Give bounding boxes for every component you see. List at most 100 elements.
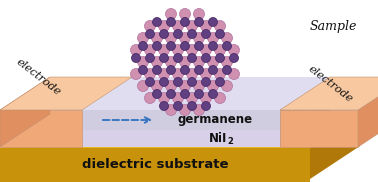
Circle shape (152, 41, 161, 50)
Circle shape (200, 45, 212, 56)
Circle shape (166, 9, 177, 19)
Polygon shape (310, 115, 360, 179)
Text: electrode: electrode (14, 57, 62, 97)
Circle shape (138, 41, 147, 50)
Circle shape (181, 90, 189, 98)
Circle shape (180, 56, 191, 68)
Circle shape (166, 104, 177, 116)
Circle shape (200, 21, 212, 31)
Circle shape (209, 66, 217, 74)
Circle shape (195, 17, 203, 27)
Text: dielectric substrate: dielectric substrate (82, 157, 228, 171)
Circle shape (172, 21, 183, 31)
Circle shape (214, 68, 226, 80)
Polygon shape (0, 115, 360, 148)
Circle shape (194, 33, 204, 43)
Circle shape (180, 80, 191, 92)
Text: electrode: electrode (306, 64, 354, 104)
Circle shape (223, 41, 231, 50)
Text: Sample: Sample (310, 20, 357, 33)
Circle shape (138, 80, 149, 92)
Circle shape (201, 78, 211, 86)
Circle shape (166, 80, 177, 92)
Circle shape (130, 68, 141, 80)
Circle shape (166, 66, 175, 74)
Circle shape (201, 54, 211, 62)
Circle shape (158, 21, 169, 31)
Circle shape (208, 33, 218, 43)
Circle shape (194, 56, 204, 68)
Circle shape (194, 104, 204, 116)
Circle shape (222, 80, 232, 92)
Circle shape (166, 56, 177, 68)
Circle shape (186, 45, 197, 56)
Polygon shape (0, 77, 50, 147)
Circle shape (160, 29, 169, 39)
Circle shape (152, 66, 161, 74)
Circle shape (144, 45, 155, 56)
Circle shape (214, 45, 226, 56)
Circle shape (152, 17, 161, 27)
Text: 2: 2 (227, 137, 233, 147)
Circle shape (166, 90, 175, 98)
Polygon shape (82, 110, 280, 130)
Circle shape (215, 29, 225, 39)
Circle shape (194, 80, 204, 92)
Polygon shape (0, 148, 310, 179)
Polygon shape (358, 77, 378, 147)
Circle shape (215, 78, 225, 86)
Circle shape (194, 9, 204, 19)
Circle shape (146, 78, 155, 86)
Circle shape (228, 68, 240, 80)
Circle shape (160, 102, 169, 110)
Polygon shape (82, 130, 280, 147)
Circle shape (166, 41, 175, 50)
Circle shape (181, 41, 189, 50)
Circle shape (181, 66, 189, 74)
Circle shape (195, 41, 203, 50)
Circle shape (186, 68, 197, 80)
Circle shape (187, 102, 197, 110)
Circle shape (132, 54, 141, 62)
Circle shape (138, 66, 147, 74)
Circle shape (144, 92, 155, 104)
Circle shape (174, 29, 183, 39)
Circle shape (174, 102, 183, 110)
Circle shape (152, 56, 163, 68)
Circle shape (146, 54, 155, 62)
Text: NiI: NiI (209, 132, 227, 145)
Circle shape (158, 45, 169, 56)
Text: germanene: germanene (177, 114, 253, 126)
Circle shape (214, 92, 226, 104)
Circle shape (158, 68, 169, 80)
Polygon shape (82, 97, 330, 130)
Circle shape (180, 33, 191, 43)
Circle shape (229, 54, 239, 62)
Circle shape (166, 33, 177, 43)
Circle shape (144, 68, 155, 80)
Circle shape (222, 33, 232, 43)
Circle shape (200, 68, 212, 80)
Circle shape (172, 45, 183, 56)
Circle shape (174, 54, 183, 62)
Circle shape (152, 80, 163, 92)
Circle shape (208, 56, 218, 68)
Circle shape (201, 102, 211, 110)
Circle shape (174, 78, 183, 86)
Circle shape (138, 33, 149, 43)
Circle shape (223, 66, 231, 74)
Circle shape (181, 17, 189, 27)
Circle shape (160, 54, 169, 62)
Circle shape (195, 90, 203, 98)
Circle shape (187, 78, 197, 86)
Circle shape (187, 54, 197, 62)
Circle shape (172, 68, 183, 80)
Circle shape (172, 92, 183, 104)
Circle shape (215, 54, 225, 62)
Polygon shape (0, 110, 82, 147)
Circle shape (152, 90, 161, 98)
Circle shape (209, 41, 217, 50)
Circle shape (138, 56, 149, 68)
Circle shape (144, 21, 155, 31)
Circle shape (209, 17, 217, 27)
